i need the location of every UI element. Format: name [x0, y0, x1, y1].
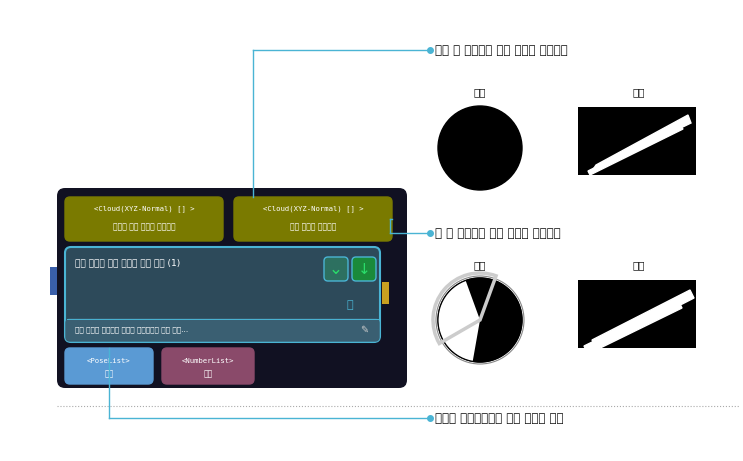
Bar [382, 282, 389, 304]
Text: <PoseList>: <PoseList> [87, 358, 131, 364]
FancyBboxPatch shape [65, 197, 223, 241]
Text: <NumberList>: <NumberList> [182, 358, 234, 364]
FancyBboxPatch shape [324, 257, 348, 281]
Text: 포즈: 포즈 [104, 370, 114, 378]
FancyBboxPatch shape [66, 319, 379, 341]
Text: 원형 구멍의 중심 포즈와 직경 계산 (1): 원형 구멍의 중심 포즈와 직경 계산 (1) [75, 259, 181, 267]
Text: 원형 구멍을 감지하고 카메라 좌표계에서 원형 구명...: 원형 구멍을 감지하고 카메라 좌표계에서 원형 구명... [75, 327, 188, 333]
Text: ✎: ✎ [360, 325, 368, 335]
Text: <Cloud(XYZ-Normal) [] >: <Cloud(XYZ-Normal) [] > [94, 206, 195, 213]
FancyBboxPatch shape [65, 348, 153, 384]
Bar [50, 267, 57, 295]
Polygon shape [592, 290, 694, 348]
Bar [578, 107, 696, 175]
Text: 🧍: 🧍 [347, 300, 354, 310]
FancyBboxPatch shape [65, 247, 380, 342]
Text: ⌄: ⌄ [329, 260, 343, 278]
Text: <Cloud(XYZ-Normal) [] >: <Cloud(XYZ-Normal) [] > [263, 206, 363, 213]
Text: 한 번 필터링한 후의 포인트 클라우드: 한 번 필터링한 후의 포인트 클라우드 [435, 226, 561, 240]
Text: 카메라 좌표계에서의 원형 구멍의 포즈: 카메라 좌표계에서의 원형 구멍의 포즈 [435, 412, 563, 425]
FancyBboxPatch shape [352, 257, 376, 281]
FancyBboxPatch shape [234, 197, 392, 241]
Text: ↓: ↓ [357, 261, 370, 277]
FancyBboxPatch shape [162, 348, 254, 384]
Circle shape [435, 275, 525, 365]
Text: 결과: 결과 [204, 370, 212, 378]
Polygon shape [584, 300, 682, 354]
Wedge shape [438, 281, 480, 361]
Text: 정면: 정면 [474, 260, 486, 270]
Text: 원시 포인트 클라우드: 원시 포인트 클라우드 [290, 223, 336, 231]
Circle shape [438, 106, 522, 190]
Text: 여러 번 필터링한 후의 포인트 클라우드: 여러 번 필터링한 후의 포인트 클라우드 [435, 43, 568, 57]
Text: 측면: 측면 [633, 260, 645, 270]
Text: 정면: 정면 [474, 87, 486, 97]
Polygon shape [592, 115, 691, 171]
Circle shape [438, 278, 522, 362]
Polygon shape [588, 125, 683, 175]
Text: 법선이 있는 포인트 클라우드: 법선이 있는 포인트 클라우드 [113, 223, 175, 231]
FancyBboxPatch shape [57, 188, 407, 388]
Bar [578, 280, 696, 348]
Text: 측면: 측면 [633, 87, 645, 97]
